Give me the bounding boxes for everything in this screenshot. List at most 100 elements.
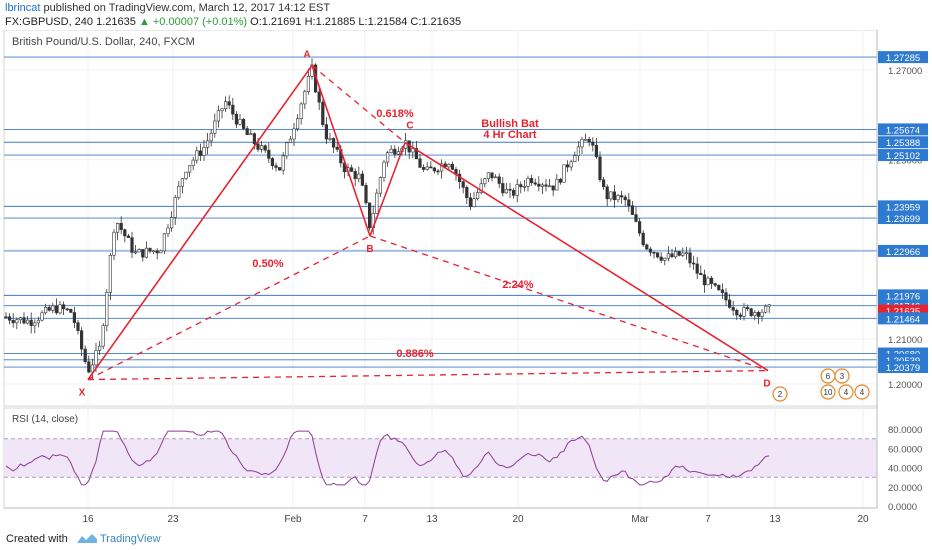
author-link[interactable]: lbrincat xyxy=(5,2,41,14)
level-label: 1.25388 xyxy=(886,138,920,149)
candle-body xyxy=(173,197,177,218)
rsi-axis[interactable]: 80.0000 60.0000 40.0000 20.0000 0.0000 xyxy=(888,425,922,513)
candle-body xyxy=(335,146,339,150)
candle-body xyxy=(580,139,584,148)
candle-body xyxy=(767,304,771,307)
candle-body xyxy=(450,164,455,170)
candle-body xyxy=(515,184,519,196)
candle-body xyxy=(587,139,591,143)
pattern-point-d: D xyxy=(763,379,770,390)
candle-body xyxy=(735,309,739,316)
pattern-ratio: 0.618% xyxy=(376,108,414,120)
candle-body xyxy=(745,307,750,310)
event-count: 3 xyxy=(840,372,845,381)
event-marker[interactable]: 4 xyxy=(854,384,870,400)
candle-body xyxy=(256,143,260,150)
candle-body xyxy=(533,182,537,185)
horizontal-levels xyxy=(4,56,877,368)
level-label: 1.22966 xyxy=(886,247,920,258)
candle-body xyxy=(490,172,494,179)
candle-body xyxy=(447,164,451,168)
rsi-line xyxy=(5,430,770,486)
pattern-leg xyxy=(311,65,371,237)
candle-body xyxy=(591,141,595,146)
candle-body xyxy=(317,91,321,103)
candle-body xyxy=(562,164,566,183)
candle-body xyxy=(295,118,300,130)
candle-body xyxy=(393,148,397,155)
candle-body xyxy=(691,262,696,265)
candle-body xyxy=(36,319,40,324)
candle-body xyxy=(573,155,577,163)
candle-body xyxy=(137,249,141,253)
rsi-tick: 60.0000 xyxy=(888,444,922,455)
pattern-ratio-line xyxy=(87,235,371,381)
event-count: 6 xyxy=(826,372,831,381)
candle-body xyxy=(760,311,764,317)
candle-body xyxy=(177,185,181,198)
event-marker[interactable]: 10 xyxy=(820,384,836,400)
candle-body xyxy=(353,171,357,180)
price-axis[interactable]: 1.270001.250001.230001.210001.200001.272… xyxy=(878,51,928,391)
candle-body xyxy=(349,167,354,172)
candle-body xyxy=(436,170,440,173)
candle-body xyxy=(119,223,123,230)
candle-body xyxy=(209,132,213,142)
time-tick: Feb xyxy=(284,514,302,525)
level-label-bg xyxy=(878,149,928,162)
candle-body xyxy=(544,184,548,187)
event-marker[interactable]: 4 xyxy=(838,384,854,400)
ohlc-values: O:1.21691 H:1.21885 L:1.21584 C:1.21635 xyxy=(250,16,462,28)
candle-body xyxy=(188,165,192,173)
candle-body xyxy=(673,251,678,258)
level-label: 1.25674 xyxy=(886,125,920,136)
event-count: 4 xyxy=(844,388,849,397)
pattern-ratio: 0.50% xyxy=(252,258,283,270)
candle-body xyxy=(58,304,62,314)
chart-area[interactable]: X A B C D 0.618% 0.50% 2.24% 0.886% Bullish Bat 4 … xyxy=(0,29,932,535)
candle-body xyxy=(144,247,149,258)
candle-body xyxy=(756,311,760,317)
time-tick: 7 xyxy=(362,514,368,525)
level-label: 1.21464 xyxy=(886,314,920,325)
event-markers[interactable]: 2 6 3 10 4 4 xyxy=(772,368,870,402)
candle-body xyxy=(274,165,278,168)
candle-body xyxy=(321,101,325,125)
candle-body xyxy=(76,322,80,331)
candle-body xyxy=(421,167,426,170)
pattern-leg xyxy=(369,142,406,237)
candle-body xyxy=(555,178,559,191)
event-marker[interactable]: 2 xyxy=(772,386,788,402)
candle-body xyxy=(159,250,163,254)
candle-body xyxy=(198,150,203,156)
candle-body xyxy=(216,110,221,122)
pattern-ratio: 2.24% xyxy=(502,279,533,291)
candle-body xyxy=(11,319,15,324)
candle-body xyxy=(33,322,37,326)
harmonic-pattern: X A B C D 0.618% 0.50% 2.24% 0.886% Bullish Bat4 … xyxy=(79,49,771,398)
tradingview-brand[interactable]: TradingView xyxy=(100,533,161,545)
time-tick: 23 xyxy=(167,514,179,525)
pattern-leg xyxy=(87,64,313,381)
candle-body xyxy=(101,325,105,347)
candle-body xyxy=(443,163,447,168)
candle-body xyxy=(227,101,231,106)
pattern-ratio-line xyxy=(311,64,406,144)
candle-body xyxy=(429,166,433,169)
candle-body xyxy=(720,289,724,293)
candle-body xyxy=(162,233,167,252)
candle-body xyxy=(742,307,746,317)
event-marker[interactable]: 3 xyxy=(834,368,850,384)
event-marker[interactable]: 6 xyxy=(820,368,836,384)
level-label-bg xyxy=(878,200,928,213)
candle-body xyxy=(727,299,732,308)
candle-body xyxy=(623,196,627,201)
price-tick: 1.21000 xyxy=(888,335,922,346)
candle-body xyxy=(511,190,516,196)
candle-body xyxy=(245,128,249,136)
candle-body xyxy=(569,161,573,168)
time-axis[interactable]: 16 23 Feb 7 13 20 Mar 7 13 20 xyxy=(82,514,869,525)
candle-body xyxy=(47,307,51,311)
candle-body xyxy=(54,305,58,314)
rsi-tick: 80.0000 xyxy=(888,425,922,436)
